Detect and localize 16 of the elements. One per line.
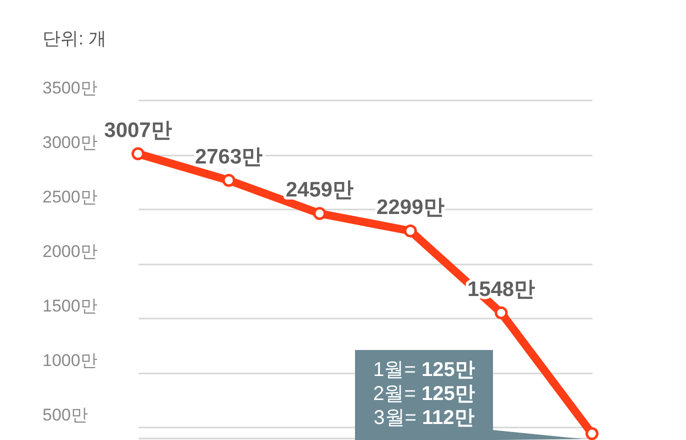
y-tick-label: 3500만 [42, 78, 98, 98]
y-tick-label: 2500만 [42, 188, 98, 207]
callout-box: 1월= 125만 2월= 125만 3월= 112만 [355, 350, 583, 440]
y-axis-title: 단위: 개 [42, 28, 107, 48]
y-tick-label: 1500만 [42, 296, 98, 316]
annotation: 2월= 125만 [373, 382, 475, 406]
data-label: 2763만 [194, 145, 263, 168]
y-tick-label: 3000만 [42, 133, 98, 152]
y-tick-label: 2000만 [42, 242, 98, 262]
y-tick-label: 500만 [42, 406, 88, 425]
annotation: 1월= 125만 [373, 358, 475, 382]
annotation: 3월= 112만 [374, 406, 474, 430]
data-label: 2299만 [376, 196, 444, 219]
data-label: 2459만 [286, 178, 354, 202]
data-label: 3007만 [104, 118, 172, 142]
y-tick-label: 1000만 [42, 351, 98, 370]
